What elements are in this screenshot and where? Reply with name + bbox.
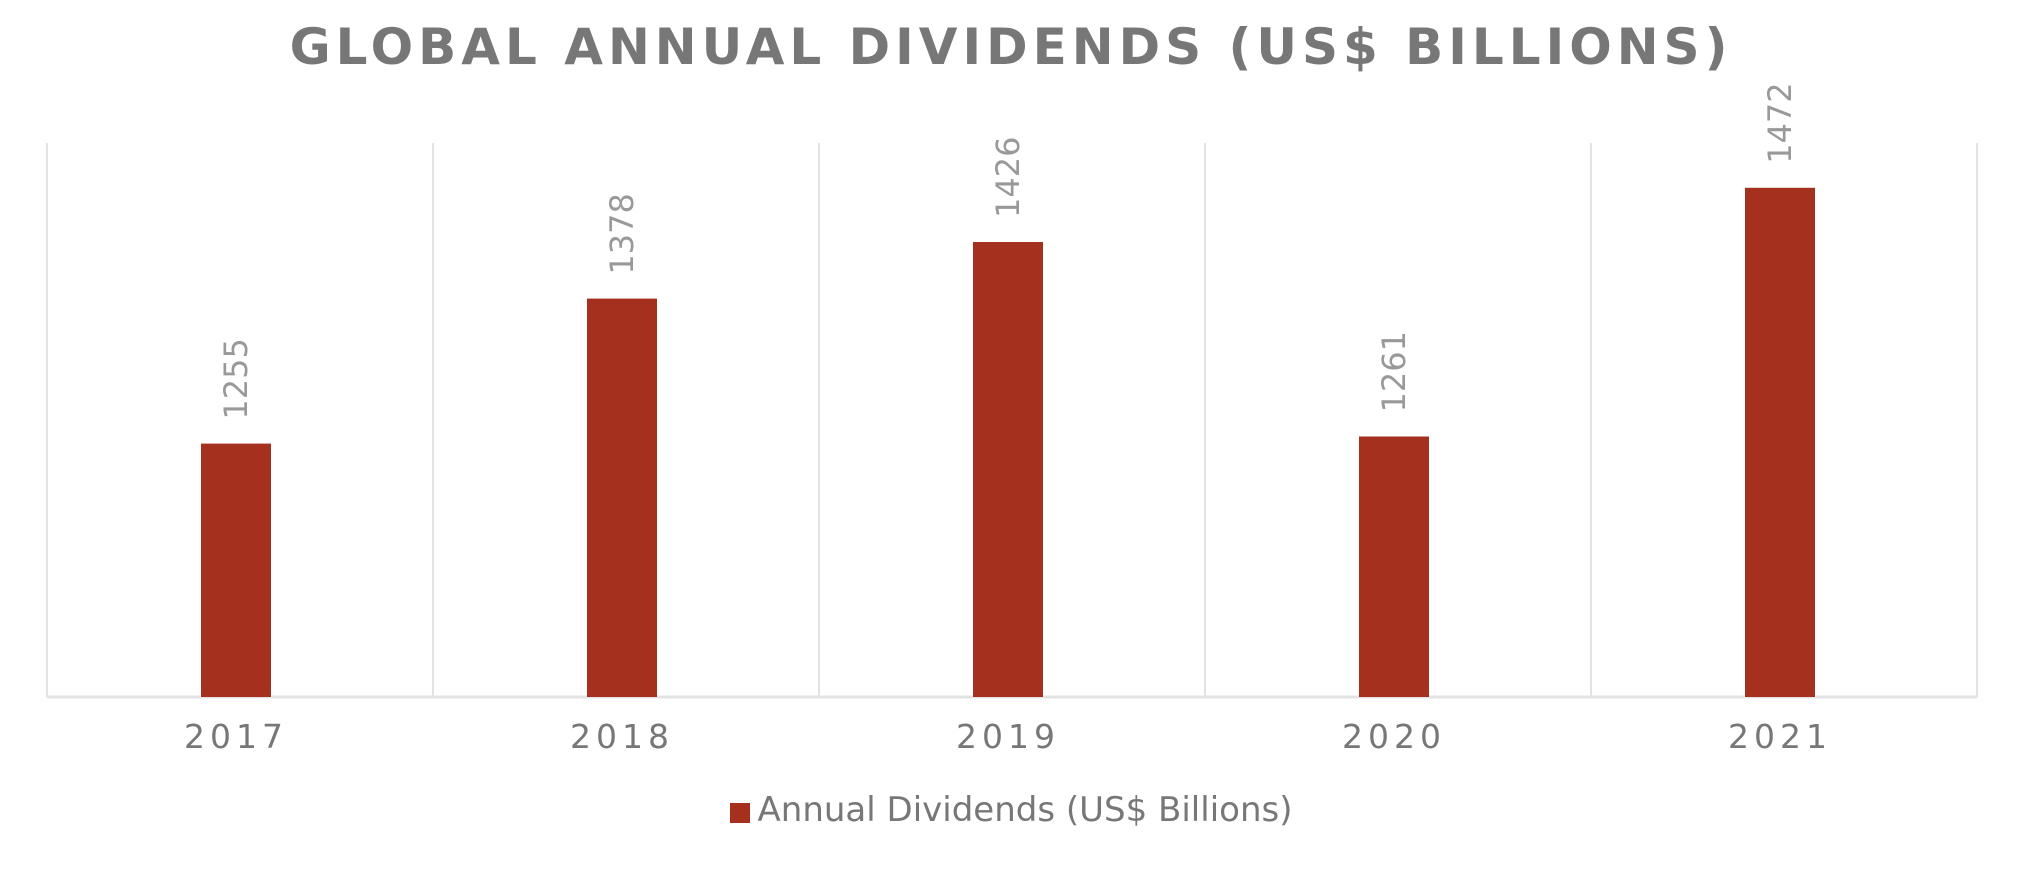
x-tick-label-2017: 2017 <box>184 717 288 756</box>
bar-2020 <box>1359 436 1429 697</box>
data-label-2018: 1378 <box>603 193 641 274</box>
x-tick-label-2020: 2020 <box>1342 717 1446 756</box>
x-tick-label-2019: 2019 <box>956 717 1060 756</box>
bar-2019 <box>973 242 1043 698</box>
legend-label: Annual Dividends (US$ Billions) <box>757 790 1293 830</box>
x-tick-label-2021: 2021 <box>1728 717 1832 756</box>
data-label-2021: 1472 <box>1761 82 1799 163</box>
data-label-2017: 1255 <box>217 338 255 419</box>
bar-2018 <box>587 298 657 697</box>
bar-2017 <box>201 443 271 697</box>
bars <box>201 187 1815 698</box>
legend-swatch <box>729 803 750 823</box>
data-label-2020: 1261 <box>1375 331 1413 412</box>
chart-title: GLOBAL ANNUAL DIVIDENDS (US$ BILLIONS) <box>289 18 1733 76</box>
data-labels: 1255 1378 1426 1261 1472 <box>217 82 1799 419</box>
legend: Annual Dividends (US$ Billions) <box>0 790 2022 830</box>
bar-2021 <box>1745 187 1815 697</box>
x-axis-tick-labels: 2017 2018 2019 2020 2021 <box>184 717 1832 756</box>
x-tick-label-2018: 2018 <box>570 717 674 756</box>
data-label-2019: 1426 <box>989 137 1027 218</box>
